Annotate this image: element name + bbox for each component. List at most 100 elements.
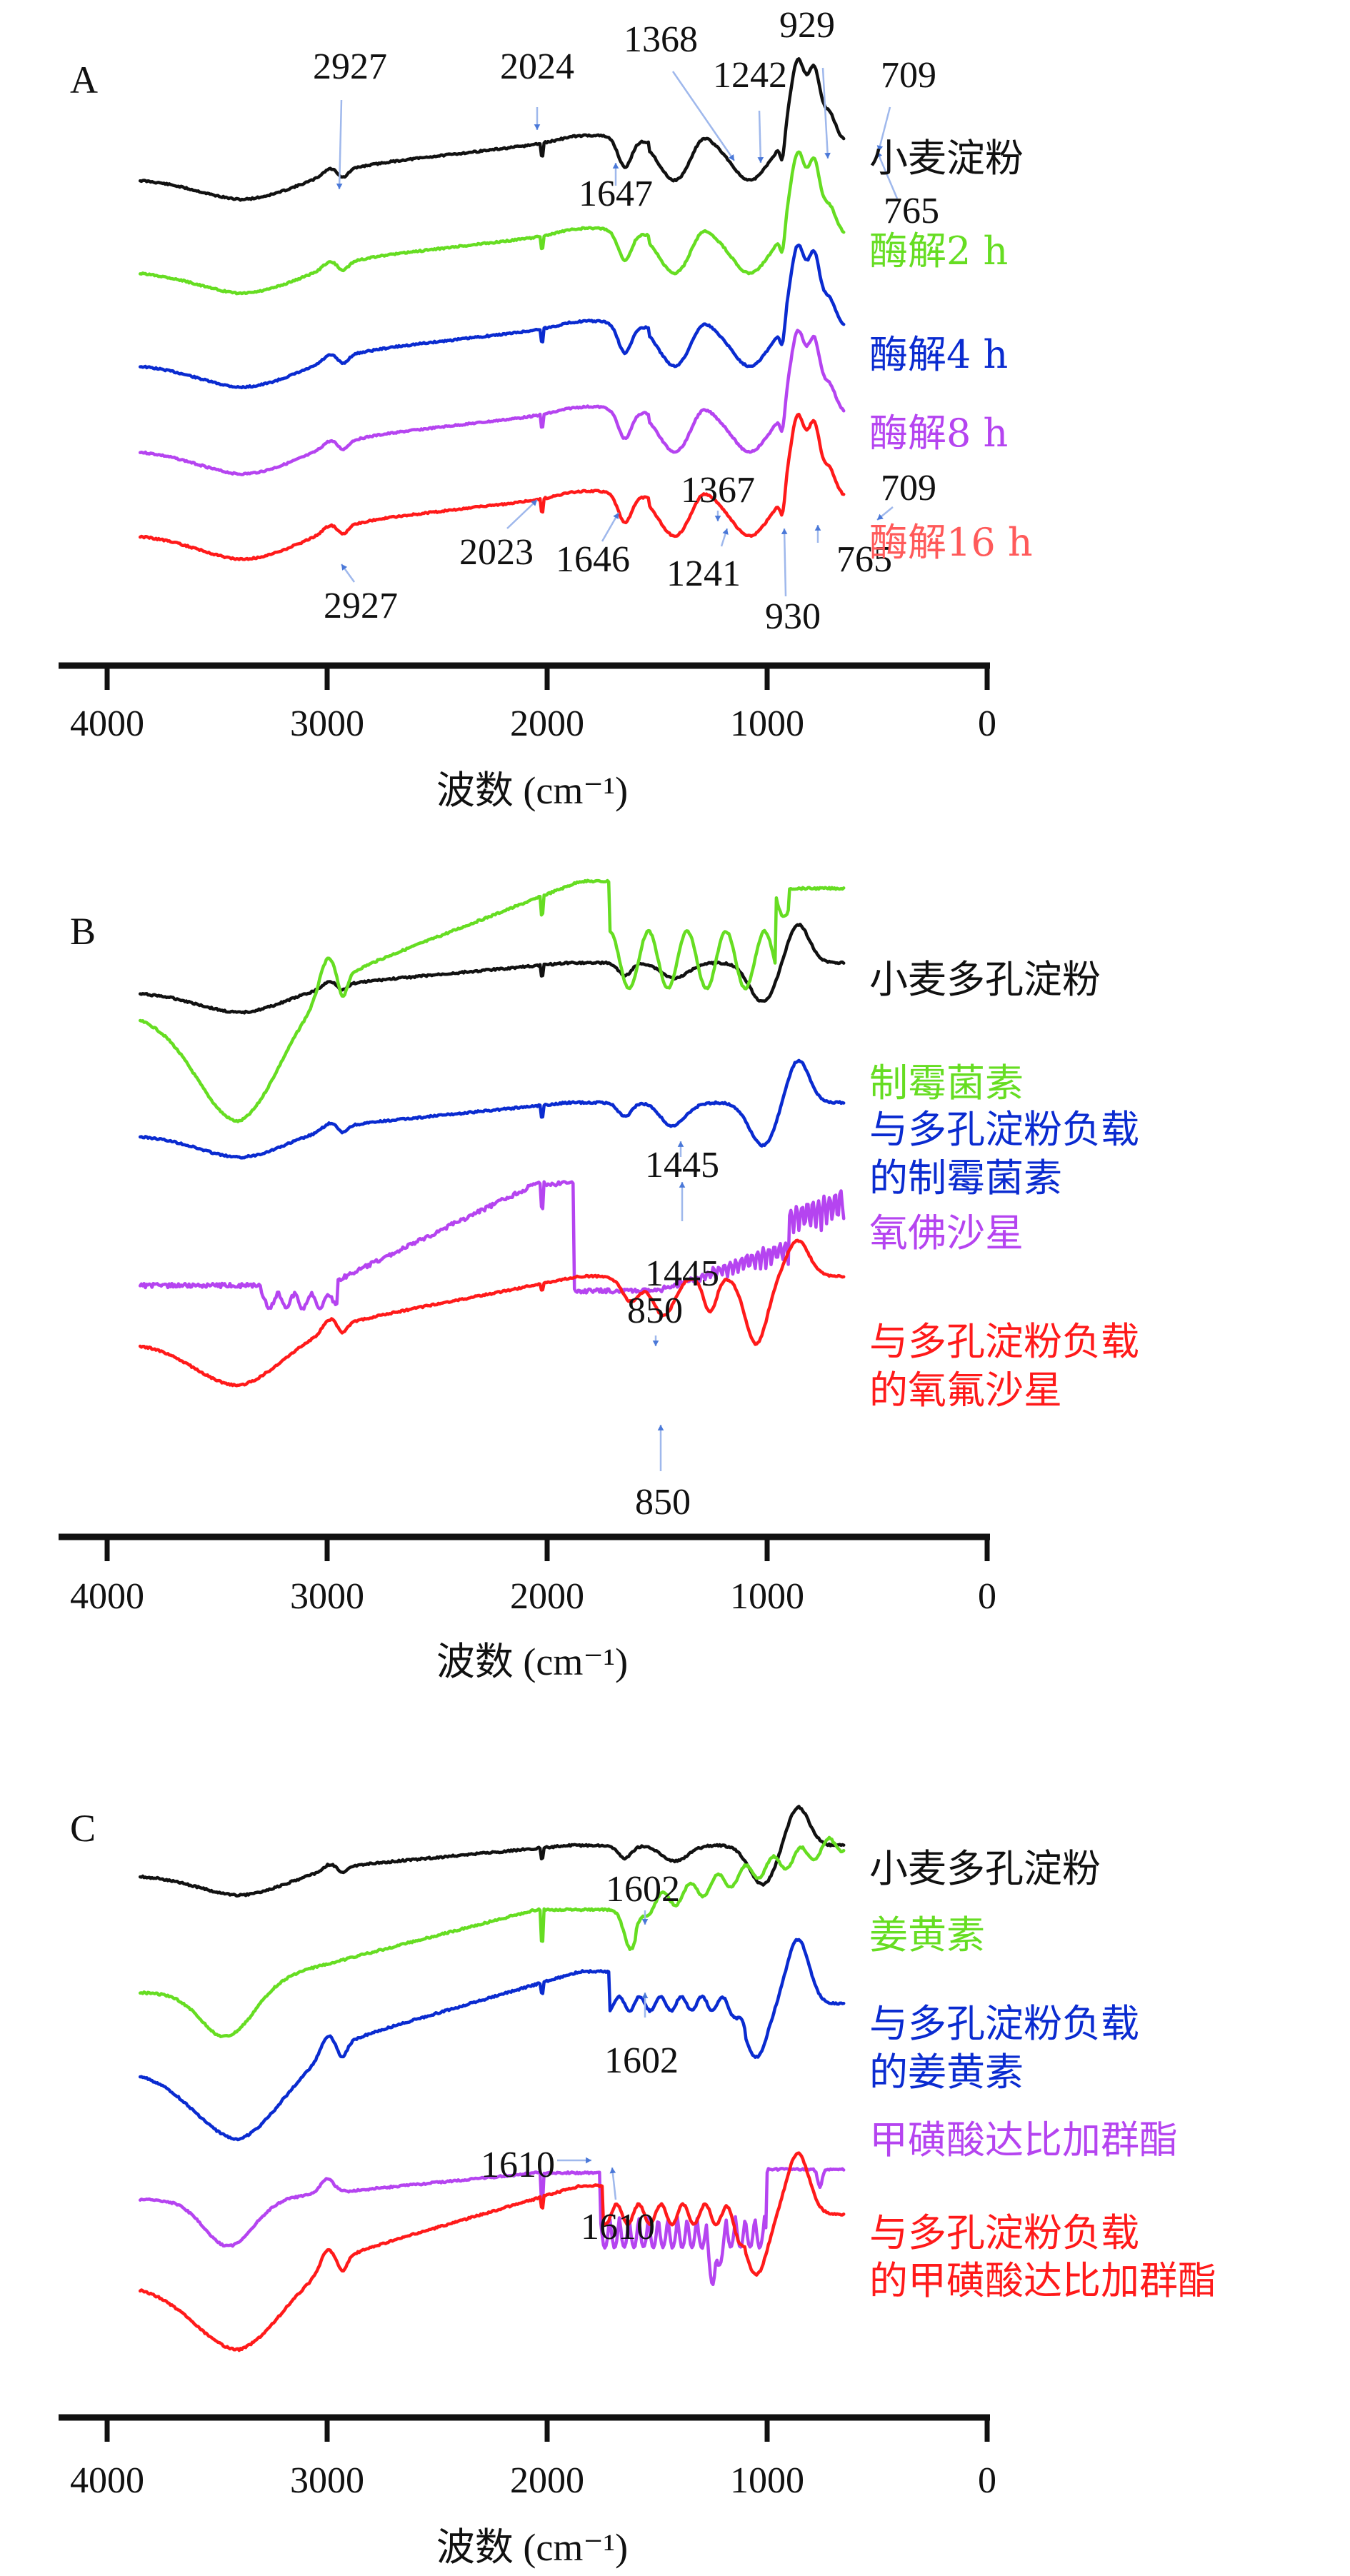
peak-annotation: 1367: [681, 470, 755, 511]
annotation-arrow-icon: [641, 1993, 649, 1998]
panel-letter-a: A: [70, 59, 98, 101]
annotation-arrow-icon: [824, 152, 831, 159]
peak-annotation: 765: [884, 191, 939, 231]
x-axis-panel-a: 4000 3000 2000 1000 0 波数 (cm⁻¹): [59, 662, 996, 812]
annotation-leader-line: [783, 528, 787, 597]
x-axis-panel-b: 4000 3000 2000 1000 0 波数 (cm⁻¹): [59, 1533, 996, 1683]
peak-annotation: 765: [836, 539, 892, 580]
legend-label: 与多孔淀粉负载: [869, 2210, 1139, 2255]
legend-label: 酶解8 h: [869, 411, 1008, 456]
spectrum-line-b-1: [138, 878, 846, 1123]
annotation-leader-line: [671, 71, 736, 161]
peak-annotation: 1242: [713, 55, 787, 96]
annotation-leader-line: [506, 499, 538, 529]
spectrum-line-c-3: [138, 2167, 846, 2287]
spectrum-line-a-3: [138, 329, 846, 476]
peak-annotation: 1445: [645, 1145, 719, 1186]
legend-label: 酶解2 h: [869, 229, 1008, 274]
annotation-arrow-icon: [609, 2167, 616, 2174]
annotation-leader-line: [876, 151, 899, 199]
x-tick-label: 4000: [70, 703, 144, 744]
spectrum-line-c-2: [138, 1938, 846, 2142]
spectrum-line-b-3: [138, 1180, 846, 1311]
x-axis-panel-c: 4000 3000 2000 1000 0 波数 (cm⁻¹): [59, 2414, 996, 2569]
peak-annotation: 850: [627, 1290, 683, 1331]
legend-label: 的甲磺酸达比加群酯: [869, 2258, 1216, 2303]
panel-letter-b: B: [70, 910, 96, 953]
x-tick-label: 0: [978, 703, 996, 744]
panel-c: C 1602 1602 1610 1610 小麦多孔淀粉姜黄素与多孔淀粉负载的姜黄素甲…: [59, 1805, 1216, 2569]
peak-annotation: 709: [881, 468, 936, 508]
peak-annotation: 850: [635, 1482, 691, 1523]
spectrum-line-b-2: [138, 1058, 846, 1160]
annotation-arrow-icon: [341, 564, 348, 571]
annotation-arrow-icon: [336, 184, 343, 189]
annotation-arrow-icon: [722, 528, 729, 535]
annotations-panel-a: 2927 2024 1368 1242 929 709 1647 765 1367 709 2023…: [313, 5, 939, 637]
peak-annotation: 1647: [579, 174, 653, 214]
annotation-arrow-icon: [613, 513, 619, 519]
peak-annotation: 1610: [481, 2145, 555, 2185]
spectrum-line-a-4: [138, 412, 846, 561]
x-tick-label: 4000: [70, 1576, 144, 1617]
legend-label: 与多孔淀粉负载: [869, 2001, 1139, 2046]
spectrum-line-c-1: [138, 1835, 846, 2038]
legend-label: 甲磺酸达比加群酯: [869, 2118, 1178, 2162]
spectrum-line-c-0: [138, 1805, 846, 1898]
legend-label: 小麦淀粉: [869, 136, 1024, 181]
x-tick-label: 0: [978, 2460, 996, 2501]
legend-label: 的氧氟沙星: [869, 1368, 1062, 1413]
legend-label: 与多孔淀粉负载: [869, 1107, 1139, 1152]
peak-annotation: 1602: [606, 1869, 680, 1910]
x-tick-label: 4000: [70, 2460, 144, 2501]
spectrum-line-c-4: [138, 2151, 846, 2352]
annotation-leader-line: [758, 110, 762, 164]
legend-label: 的姜黄素: [869, 2050, 1024, 2095]
peak-annotation: 1445: [645, 1253, 719, 1294]
annotation-arrow-icon: [612, 163, 619, 169]
peak-annotation: 930: [765, 596, 821, 637]
peak-annotation: 1241: [666, 553, 741, 594]
panel-letter-c: C: [70, 1807, 96, 1850]
traces-panel-a: [138, 57, 846, 561]
peak-annotation: 1646: [556, 539, 630, 580]
x-tick-label: 1000: [730, 1576, 804, 1617]
spectrum-line-a-1: [138, 150, 846, 296]
x-axis-title: 波数 (cm⁻¹): [436, 2526, 628, 2569]
peak-annotation: 709: [881, 55, 936, 96]
annotation-arrow-icon: [877, 513, 884, 520]
annotation-arrow-icon: [876, 151, 883, 158]
traces-panel-b: [138, 878, 846, 1388]
peak-annotation: 2024: [500, 46, 574, 87]
x-tick-label: 2000: [510, 703, 584, 744]
annotation-arrow-icon: [728, 154, 734, 161]
annotation-arrow-icon: [781, 528, 788, 534]
annotations-panel-c: 1602 1602 1610 1610: [481, 1869, 680, 2247]
annotation-arrow-icon: [531, 500, 537, 506]
annotation-arrow-icon: [714, 516, 721, 521]
annotation-arrow-icon: [652, 1340, 659, 1346]
x-tick-label: 0: [978, 1576, 996, 1617]
legend-label: 的制霉菌素: [869, 1156, 1062, 1201]
legend-label: 小麦多孔淀粉: [869, 957, 1101, 1002]
x-axis-title: 波数 (cm⁻¹): [436, 769, 628, 812]
annotation-leader-line: [877, 106, 891, 152]
annotation-arrow-icon: [876, 145, 884, 151]
legend-label: 制霉菌素: [869, 1061, 1024, 1106]
peak-annotation: 2023: [459, 532, 534, 573]
annotation-arrow-icon: [534, 124, 541, 130]
x-tick-label: 3000: [290, 2460, 364, 2501]
legend-label: 小麦多孔淀粉: [869, 1846, 1101, 1891]
peak-annotation: 1610: [581, 2207, 655, 2247]
x-axis-title: 波数 (cm⁻¹): [436, 1640, 628, 1683]
peak-annotation: 2927: [324, 586, 398, 626]
annotation-leader-line: [338, 99, 343, 190]
peak-annotation: 2927: [313, 46, 387, 87]
spectrum-line-a-0: [138, 57, 846, 202]
x-tick-label: 3000: [290, 1576, 364, 1617]
annotation-arrow-icon: [657, 1425, 664, 1430]
